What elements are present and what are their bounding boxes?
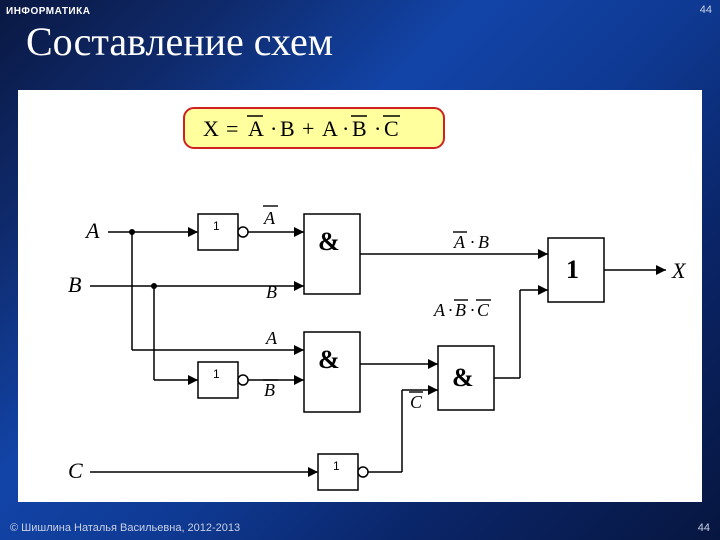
input-B-label: B <box>68 272 81 297</box>
and-gate-3: & <box>438 346 494 410</box>
svg-text:A: A <box>453 232 466 252</box>
svg-text:B: B <box>478 232 489 252</box>
svg-text:B: B <box>352 116 367 141</box>
svg-text:=: = <box>226 116 238 141</box>
label-A-bar: A <box>263 208 276 228</box>
arrow-Abar-and1 <box>294 227 304 237</box>
svg-text:B: B <box>455 300 466 320</box>
copyright: © Шишлина Наталья Васильевна, 2012-2013 <box>10 522 240 534</box>
not-gate-1: 1 <box>198 214 248 250</box>
svg-text:A: A <box>433 300 446 320</box>
svg-text:&: & <box>318 227 340 256</box>
page-number-top: 44 <box>700 4 712 16</box>
input-C-label: C <box>68 458 83 483</box>
svg-text:+: + <box>302 116 314 141</box>
svg-text:·: · <box>270 116 277 141</box>
and-gate-2: & <box>304 332 360 412</box>
arrow-B-and1 <box>294 281 304 291</box>
arrow-and2-and3 <box>428 359 438 369</box>
label-B1: B <box>266 282 277 302</box>
svg-text:·: · <box>374 116 381 141</box>
logic-diagram: X = A · B + A · B · C A <box>18 90 702 502</box>
label-A2: A <box>265 328 278 348</box>
svg-text:C: C <box>477 300 490 320</box>
svg-text:&: & <box>452 363 474 392</box>
arrow-out <box>656 265 666 275</box>
diagram-canvas: X = A · B + A · B · C A <box>18 90 702 502</box>
arrow-A-and2 <box>294 345 304 355</box>
svg-text:C: C <box>384 116 399 141</box>
svg-text:&: & <box>318 345 340 374</box>
page-number-bottom: 44 <box>698 522 710 534</box>
arrow-and3-or <box>538 285 548 295</box>
svg-text:X: X <box>203 116 219 141</box>
arrow-Bbar-and2 <box>294 375 304 385</box>
slide: ИНФОРМАТИКА 44 Составление схем X = A · … <box>0 0 720 540</box>
and-gate-1: & <box>304 214 360 294</box>
label-B-bar: B <box>264 380 275 400</box>
svg-text:B: B <box>280 116 295 141</box>
or-gate: 1 <box>548 238 604 302</box>
svg-text:1: 1 <box>213 219 220 233</box>
not-gate-2: 1 <box>198 362 248 398</box>
slide-title: Составление схем <box>26 18 333 65</box>
label-C-bar: C <box>410 392 423 412</box>
arrow-Cbar-and3 <box>428 385 438 395</box>
subject-tag: ИНФОРМАТИКА <box>6 6 90 17</box>
svg-text:1: 1 <box>566 255 579 284</box>
label-ABbarCbar: A · B · C <box>433 300 491 320</box>
not-gate-3: 1 <box>318 454 368 490</box>
svg-text:A: A <box>248 116 264 141</box>
svg-text:1: 1 <box>213 367 220 381</box>
svg-text:A: A <box>322 116 338 141</box>
label-AbarB: A · B <box>453 232 489 252</box>
svg-text:·: · <box>342 116 349 141</box>
svg-text:·: · <box>448 300 453 320</box>
arrow-C-not3 <box>308 467 318 477</box>
input-A-label: A <box>84 218 100 243</box>
svg-text:1: 1 <box>333 459 340 473</box>
svg-text:·: · <box>470 300 475 320</box>
svg-text:·: · <box>470 232 475 252</box>
arrow-A-not1 <box>188 227 198 237</box>
output-X-label: X <box>671 258 687 283</box>
arrow-B-not2 <box>188 375 198 385</box>
arrow-and1-or <box>538 249 548 259</box>
